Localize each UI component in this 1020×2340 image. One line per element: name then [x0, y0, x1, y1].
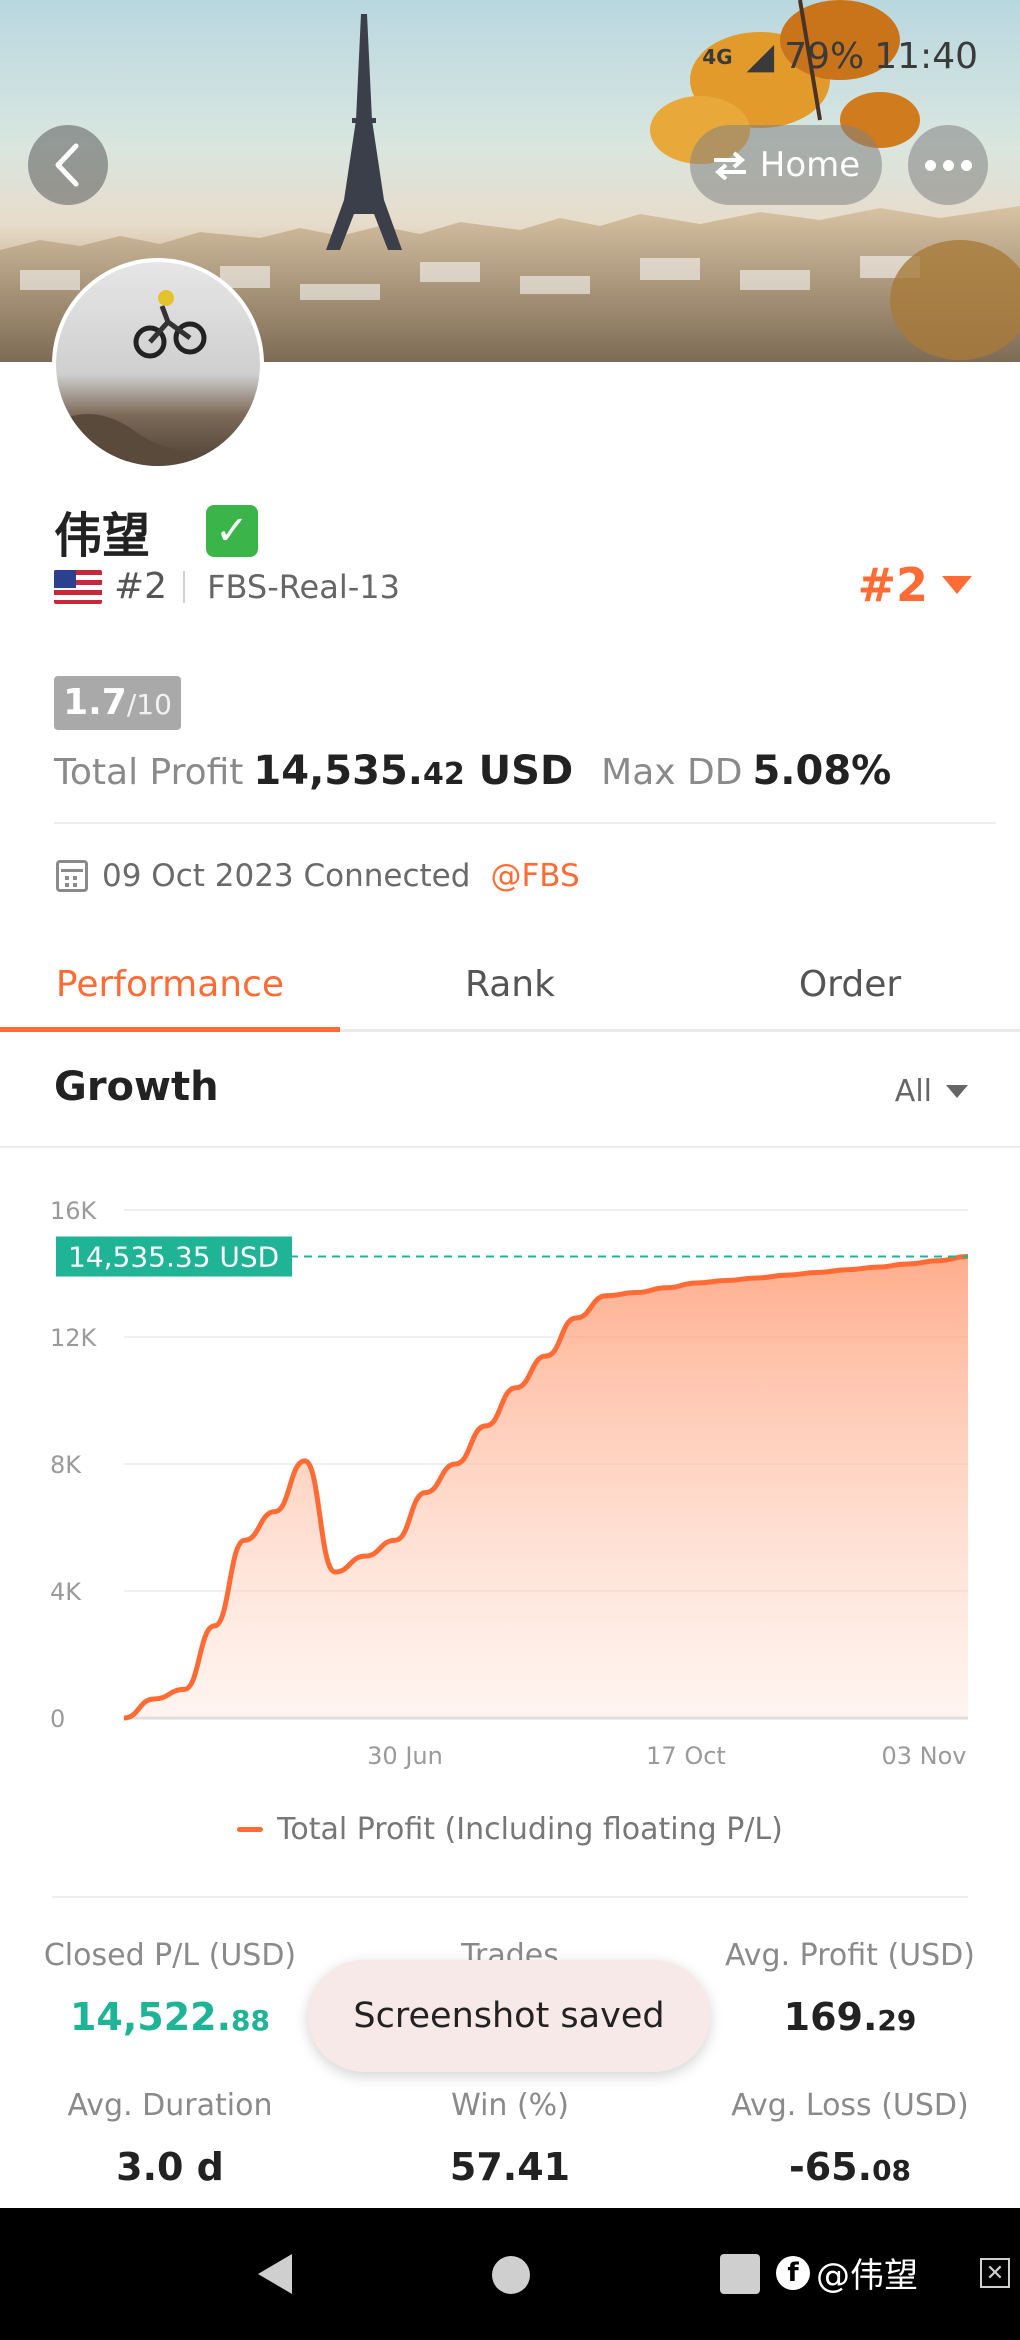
broker-link[interactable]: @FBS — [490, 858, 580, 894]
current-value-badge — [56, 1236, 292, 1277]
home-label: Home — [759, 145, 861, 185]
x-tick-label: 30 Jun — [367, 1742, 443, 1770]
more-options-button[interactable] — [908, 125, 988, 205]
current-value-label: 14,535.35 USD — [68, 1241, 279, 1274]
y-tick-label: 8K — [50, 1451, 82, 1479]
tab-order[interactable]: Order — [798, 964, 902, 1005]
rank-big: #2 — [857, 558, 928, 612]
watermark-logo-icon: f — [776, 2255, 810, 2290]
legend-swatch — [237, 1827, 264, 1832]
trader-name-row: 伟望 ✓ — [54, 496, 259, 566]
server-name: FBS-Real-13 — [207, 567, 400, 606]
max-dd-label: Max DD — [601, 752, 743, 793]
close-icon[interactable]: ✕ — [980, 2258, 1010, 2288]
total-profit-label: Total Profit — [54, 752, 244, 793]
trader-name: 伟望 — [54, 508, 151, 564]
verified-check-icon: ✓ — [206, 505, 259, 557]
watermark: f @伟望 — [776, 2248, 918, 2297]
closed-pl-value: 14,522.88 — [69, 1995, 271, 2039]
swap-icon — [713, 151, 746, 180]
chevron-left-icon — [55, 143, 79, 187]
growth-header: Growth All — [0, 1032, 1020, 1148]
y-tick-label: 12K — [50, 1324, 98, 1352]
watermark-text: @伟望 — [816, 2256, 918, 2296]
section-divider — [54, 822, 996, 824]
rank-small: #2 — [114, 566, 168, 607]
tab-bar: Performance Rank Order — [0, 940, 1020, 1032]
toast-message: Screenshot saved — [308, 1960, 710, 2072]
network-type: 4G — [702, 44, 733, 69]
profit-area — [124, 1256, 968, 1718]
trader-meta-row: #2 FBS-Real-13 — [54, 566, 400, 607]
more-dots-icon — [924, 159, 936, 171]
x-tick-label: 17 Oct — [646, 1742, 726, 1770]
signal-icon: ◢ — [746, 36, 775, 77]
growth-title: Growth — [54, 1064, 219, 1110]
avg-profit-value: 169.29 — [783, 1995, 917, 2039]
tab-performance[interactable]: Performance — [0, 940, 340, 1032]
system-nav-bar: f @伟望 ✕ — [0, 2208, 1020, 2340]
us-flag-icon — [54, 569, 102, 604]
score-value: 1.7 — [63, 682, 127, 723]
nav-home-icon[interactable] — [492, 2256, 530, 2294]
caret-down-icon — [942, 576, 972, 594]
caret-down-icon — [946, 1085, 968, 1098]
connected-info: 09 Oct 2023 Connected @FBS — [56, 858, 580, 894]
stat-avg-loss: Avg. Loss (USD) -65.08 — [680, 2088, 1020, 2189]
section-divider — [52, 1896, 968, 1898]
avatar-photo — [56, 290, 260, 466]
divider-vertical — [183, 570, 186, 603]
profit-summary: Total Profit 14,535.42 USD Max DD 5.08% — [54, 748, 891, 794]
connected-date: 09 Oct 2023 Connected — [102, 858, 471, 894]
total-profit-value: 14,535.42 USD — [253, 748, 574, 794]
status-bar: 4G ◢ 79% 11:40 — [702, 36, 978, 77]
home-button[interactable]: Home — [690, 125, 882, 205]
range-selector[interactable]: All — [895, 1074, 968, 1109]
stat-avg-profit: Avg. Profit (USD) 169.29 — [680, 1938, 1020, 2039]
back-button[interactable] — [28, 125, 108, 205]
x-axis-ticks: 30 Jun 17 Oct 03 Nov — [367, 1742, 966, 1770]
growth-chart-svg: 14,535.35 USD 0 4K 8K 12K 16K 30 Jun 17 Oct 03… — [50, 1197, 969, 1770]
y-axis-ticks: 0 4K 8K 12K 16K — [50, 1197, 98, 1733]
max-dd-value: 5.08% — [752, 748, 892, 794]
growth-chart: 14,535.35 USD 0 4K 8K 12K 16K 30 Jun 17 Oct 03… — [0, 1170, 1020, 1770]
profit-line — [123, 1254, 969, 1721]
battery-level: 79% — [784, 36, 865, 77]
score-badge: 1.7 /10 — [54, 676, 181, 730]
y-tick-label: 0 — [50, 1705, 65, 1733]
calendar-icon — [56, 860, 88, 892]
tab-rank[interactable]: Rank — [465, 964, 555, 1005]
y-tick-label: 4K — [50, 1578, 82, 1606]
stat-win: Win (%) 57.41 — [340, 2088, 680, 2189]
rank-dropdown[interactable]: #2 — [857, 558, 972, 612]
chart-legend: Total Profit (Including floating P/L) — [0, 1812, 1020, 1847]
range-value: All — [894, 1074, 932, 1109]
avg-duration-value: 3.0 d — [116, 2145, 224, 2189]
y-tick-label: 16K — [50, 1197, 98, 1225]
stat-avg-duration: Avg. Duration 3.0 d — [0, 2088, 340, 2189]
avg-loss-value: -65.08 — [788, 2145, 912, 2189]
x-tick-label: 03 Nov — [881, 1742, 966, 1770]
score-max: /10 — [126, 688, 172, 721]
avatar[interactable] — [52, 258, 264, 470]
nav-recents-icon[interactable] — [720, 2254, 760, 2294]
nav-back-icon[interactable] — [258, 2254, 292, 2294]
win-value: 57.41 — [449, 2145, 571, 2189]
clock: 11:40 — [874, 36, 978, 77]
stat-closed-pl: Closed P/L (USD) 14,522.88 — [0, 1938, 340, 2039]
legend-label: Total Profit (Including floating P/L) — [277, 1812, 783, 1847]
